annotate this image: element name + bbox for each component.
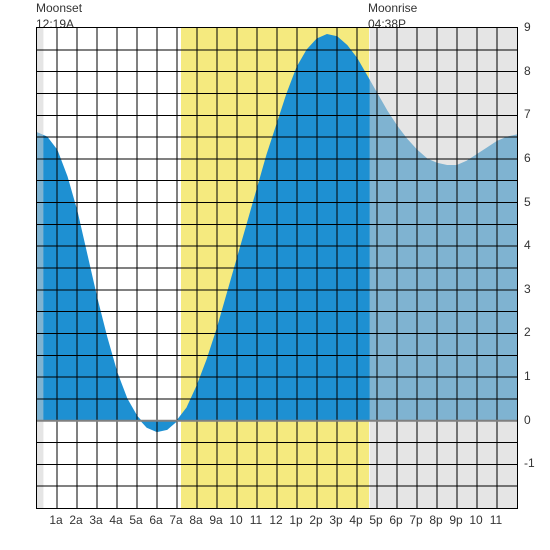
x-tick: 2a [69, 513, 82, 527]
y-tick: -1 [524, 456, 535, 470]
x-tick: 10 [469, 513, 482, 527]
x-tick: 6p [389, 513, 402, 527]
moonset-title: Moonset [36, 1, 82, 17]
x-tick: 11 [490, 513, 502, 527]
x-tick: 9a [209, 513, 222, 527]
y-tick: 5 [524, 195, 531, 209]
x-tick: 12 [269, 513, 282, 527]
x-tick: 7p [409, 513, 422, 527]
moonrise-title: Moonrise [368, 1, 417, 17]
x-tick: 9p [449, 513, 462, 527]
y-tick: 9 [524, 20, 531, 34]
x-tick: 3p [329, 513, 342, 527]
y-tick: 4 [524, 238, 531, 252]
x-tick: 5a [129, 513, 142, 527]
y-tick: 7 [524, 107, 531, 121]
x-tick: 4p [349, 513, 362, 527]
y-tick: 0 [524, 413, 531, 427]
x-tick: 4a [109, 513, 122, 527]
x-tick: 2p [309, 513, 322, 527]
x-tick: 5p [369, 513, 382, 527]
y-tick: 1 [524, 369, 531, 383]
x-tick: 1p [289, 513, 302, 527]
x-tick: 10 [229, 513, 242, 527]
tide-chart-svg [37, 28, 517, 508]
y-tick: 6 [524, 151, 531, 165]
x-tick: 6a [149, 513, 162, 527]
y-tick: 8 [524, 64, 531, 78]
x-tick: 8p [429, 513, 442, 527]
x-tick: 8a [189, 513, 202, 527]
y-tick: 2 [524, 325, 531, 339]
x-tick: 7a [169, 513, 182, 527]
x-tick: 11 [250, 513, 262, 527]
x-tick: 3a [89, 513, 102, 527]
y-tick: 3 [524, 282, 531, 296]
tide-chart [36, 27, 518, 509]
x-tick: 1a [49, 513, 62, 527]
